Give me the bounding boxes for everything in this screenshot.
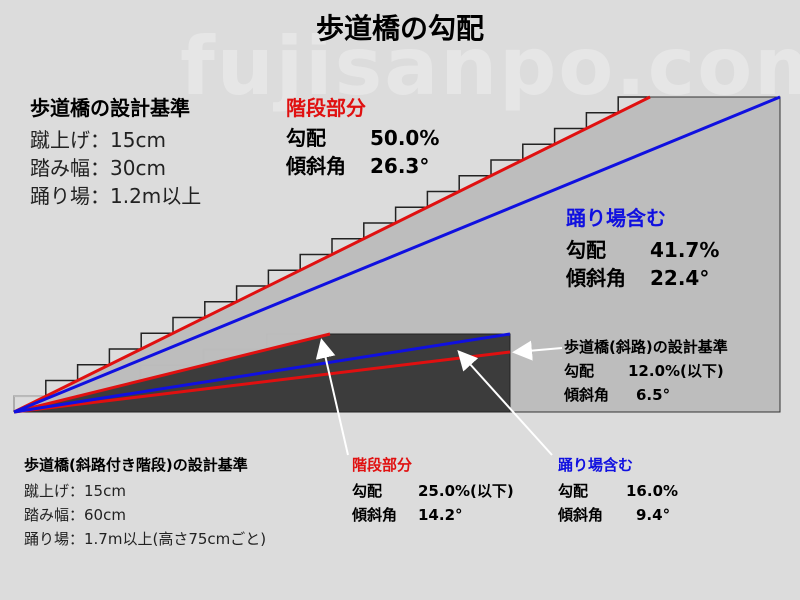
ramp-landing-grade-label: 勾配 xyxy=(558,482,589,500)
ramp-stairs-grade-label: 勾配 xyxy=(352,482,383,500)
landing-incl-heading: 踊り場含む xyxy=(566,206,666,230)
ramp-stairs-heading: 階段部分 xyxy=(352,456,413,474)
arrow-to-ramp-stairs xyxy=(315,338,349,456)
lower-stair-steps xyxy=(13,333,330,412)
stairs-part-heading: 階段部分 xyxy=(286,96,366,120)
ramp-standard-tread: 踏み幅：60cm xyxy=(24,506,126,524)
slope-standard-grade-label: 勾配 xyxy=(564,362,595,380)
slope-standard-grade-value: 12.0%(以下) xyxy=(628,362,724,380)
ramp-standard-landing: 踊り場：1.7m以上(高さ75cmごと) xyxy=(24,530,267,548)
ramp-stairs-angle-label: 傾斜角 xyxy=(352,506,398,524)
arrow-to-ramp-landing xyxy=(457,350,553,456)
upper-landing-blue-line xyxy=(13,95,781,414)
arrow-to-slope xyxy=(512,340,563,361)
landing-incl-grade-label: 勾配 xyxy=(566,238,606,262)
ramp-landing-angle-value: 9.4° xyxy=(636,506,671,524)
stairs-part-angle-value: 26.3° xyxy=(370,154,430,178)
standard-landing: 踊り場：1.2m以上 xyxy=(30,184,202,208)
page-title: 歩道橋の勾配 xyxy=(315,12,484,45)
landing-incl-angle-value: 22.4° xyxy=(650,266,710,290)
standard-tread: 踏み幅：30cm xyxy=(30,156,166,180)
slope-standard-angle-value: 6.5° xyxy=(636,386,671,404)
upper-stairs-red-line xyxy=(13,95,651,414)
lower-step-outline xyxy=(13,333,330,412)
stairs-part-grade-label: 勾配 xyxy=(286,126,326,150)
ramp-landing-grade-value: 16.0% xyxy=(626,482,679,500)
ramp-stairs-angle-value: 14.2° xyxy=(418,506,463,524)
ramp-landing-angle-label: 傾斜角 xyxy=(558,506,604,524)
slope-red-line xyxy=(13,350,511,414)
landing-incl-angle-label: 傾斜角 xyxy=(566,266,626,290)
slope-standard-heading: 歩道橋(斜路)の設計基準 xyxy=(564,338,728,356)
ramp-standard-riser: 蹴上げ：15cm xyxy=(24,482,126,500)
ramp-stairs-grade-value: 25.0%(以下) xyxy=(418,482,514,500)
stairs-part-angle-label: 傾斜角 xyxy=(286,154,346,178)
lower-stairs-red-line xyxy=(13,332,331,414)
standard-heading: 歩道橋の設計基準 xyxy=(30,96,190,120)
standard-riser: 蹴上げ：15cm xyxy=(30,128,166,152)
ramp-standard-heading: 歩道橋(斜路付き階段)の設計基準 xyxy=(24,456,248,474)
landing-incl-grade-value: 41.7% xyxy=(650,238,720,262)
ramp-landing-heading: 踊り場含む xyxy=(558,456,634,474)
slope-standard-angle-label: 傾斜角 xyxy=(564,386,610,404)
lower-landing-blue-line xyxy=(13,332,511,414)
stairs-part-grade-value: 50.0% xyxy=(370,126,440,150)
